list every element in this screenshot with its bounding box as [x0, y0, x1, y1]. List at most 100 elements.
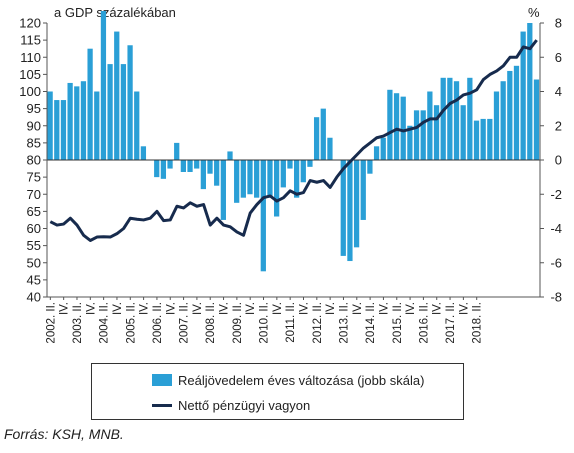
x-tick-label: IV.: [59, 302, 71, 315]
x-tick-label: 2016. II.: [418, 302, 430, 344]
bar: [167, 160, 173, 169]
bar: [320, 108, 326, 161]
bar: [227, 151, 233, 160]
x-tick-label: 2007. II.: [179, 302, 191, 344]
x-tick-label: IV.: [272, 302, 284, 315]
bar: [447, 77, 453, 160]
x-tick-label: IV.: [219, 302, 231, 315]
left-tick-label: 80: [27, 153, 41, 168]
bar: [440, 77, 446, 160]
right-tick-label: 6: [555, 50, 562, 65]
x-tick-label: 2002. II.: [45, 302, 57, 344]
x-tick-label: IV.: [325, 302, 337, 315]
x-tick-label: IV.: [352, 302, 364, 315]
bar: [420, 110, 426, 160]
line-series-netto: [49, 39, 538, 242]
x-tick-label: IV.: [192, 302, 204, 315]
bar: [94, 91, 100, 160]
bar: [460, 105, 466, 160]
bar: [453, 81, 460, 160]
right-tick-label: -4: [550, 221, 562, 236]
bar: [247, 160, 253, 195]
x-tick-label: 2009. II.: [232, 302, 244, 344]
bar: [307, 160, 313, 167]
bar: [427, 91, 433, 160]
bar-series: [47, 11, 540, 272]
bar: [74, 86, 80, 160]
bar: [347, 160, 353, 262]
x-tick-label: IV.: [378, 302, 390, 315]
x-tick-label: IV.: [245, 302, 257, 315]
bar: [400, 96, 406, 160]
left-axis-label: a GDP százalékában: [54, 5, 176, 20]
x-tick-label: 2010. II.: [259, 302, 271, 344]
x-tick-label: 2012. II.: [312, 302, 324, 344]
left-tick-label: 55: [27, 238, 41, 253]
x-tick-label: IV.: [139, 302, 151, 315]
bar: [214, 160, 220, 186]
left-tick-label: 105: [19, 67, 41, 82]
bar: [433, 105, 440, 160]
bar: [220, 160, 226, 220]
legend: Reáljövedelem éves változása (jobb skála…: [91, 363, 464, 420]
bar: [174, 142, 180, 161]
bar: [407, 125, 413, 160]
bar: [520, 31, 526, 161]
bar: [187, 160, 193, 172]
legend-item-line: Nettő pénzügyi vagyon: [92, 395, 310, 415]
bar: [294, 160, 300, 198]
bar: [54, 100, 60, 160]
left-tick-label: 90: [27, 118, 41, 133]
bar: [513, 65, 520, 160]
bar: [507, 70, 513, 160]
bar: [60, 100, 67, 160]
bar: [467, 77, 473, 160]
left-tick-label: 120: [19, 16, 41, 31]
bar: [280, 160, 286, 188]
x-tick-label: IV.: [405, 302, 417, 315]
bar: [114, 31, 120, 161]
x-tick-label: IV.: [85, 302, 97, 315]
bar: [473, 120, 480, 160]
right-tick-label: 0: [555, 153, 562, 168]
left-tick-label: 65: [27, 204, 41, 219]
right-tick-label: -6: [550, 255, 562, 270]
bar: [47, 91, 53, 160]
bar: [300, 160, 306, 183]
left-tick-label: 75: [27, 170, 41, 185]
x-tick-label: IV.: [112, 302, 124, 315]
bar: [480, 118, 486, 160]
bar: [327, 137, 333, 160]
bar: [373, 146, 380, 160]
left-tick-label: 95: [27, 101, 41, 116]
left-axis-ticks: 40 45 50 55 60 65 70 75 80 85 90 95 100 105 110 115 120: [19, 16, 47, 305]
x-tick-label: 2006. II.: [152, 302, 164, 344]
left-tick-label: 40: [27, 290, 41, 305]
bar: [200, 160, 206, 190]
bar: [393, 93, 400, 160]
bar: [367, 160, 373, 174]
bar: [413, 110, 420, 160]
left-tick-label: 115: [20, 33, 41, 48]
x-tick-label: 2005. II.: [125, 302, 137, 344]
bar: [353, 160, 360, 248]
legend-label-line: Nettő pénzügyi vagyon: [178, 397, 311, 413]
bar: [360, 160, 366, 220]
x-tick-label: IV.: [298, 302, 310, 315]
bar: [254, 160, 260, 198]
source-note: Forrás: KSH, MNB.: [4, 426, 124, 442]
x-tick-label: IV.: [458, 302, 470, 315]
right-tick-label: -8: [550, 290, 562, 305]
bar: [180, 160, 186, 172]
bar: [340, 160, 346, 256]
bar: [194, 160, 200, 169]
left-tick-label: 85: [27, 135, 41, 150]
bar: [287, 160, 293, 169]
left-tick-label: 100: [19, 84, 41, 99]
bar: [154, 160, 160, 178]
bar: [380, 137, 386, 160]
bar: [160, 160, 167, 179]
x-tick-label: 2013. II.: [338, 302, 350, 344]
bar: [274, 160, 280, 217]
